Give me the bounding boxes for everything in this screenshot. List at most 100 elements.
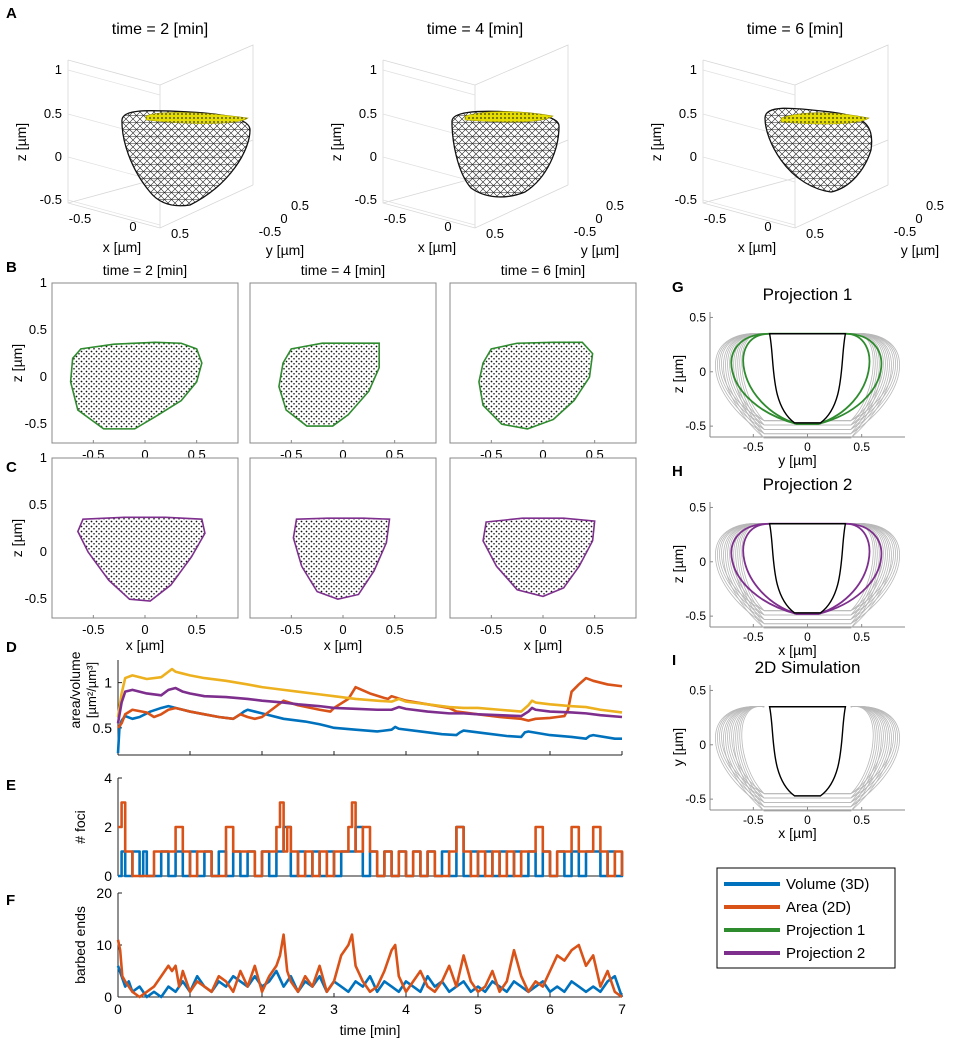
panel-e: # foci 4 2 0 xyxy=(72,770,624,884)
ghi-y-tick: 0 xyxy=(699,738,706,752)
bc-y-tick: 0 xyxy=(40,544,47,559)
bc-y-tick: 1 xyxy=(40,450,47,465)
ghi-xlabel: y [µm] xyxy=(778,452,816,468)
panel-letter-c: C xyxy=(6,459,17,476)
bc-title: time = 6 [min] xyxy=(501,262,585,278)
panel-letter-i: I xyxy=(672,652,676,669)
a-box-grid xyxy=(67,44,254,229)
ghi-y-tick: 0.5 xyxy=(689,310,706,324)
a-z-tick: 1 xyxy=(55,62,62,77)
legend: Volume (3D) Area (2D) Projection 1 Projecti… xyxy=(716,867,896,969)
bc-y-tick: -0.5 xyxy=(25,591,47,606)
a-mesh-cap xyxy=(464,111,554,123)
bc-title: time = 2 [min] xyxy=(103,262,187,278)
ghi-y-tick: 0 xyxy=(699,365,706,379)
a-x-tick: 0 xyxy=(444,219,451,234)
legend-label: Area (2D) xyxy=(786,899,851,916)
ts-series-volume-3d- xyxy=(116,704,622,754)
ghi-x-tick: 0 xyxy=(804,630,811,644)
legend-label: Projection 1 xyxy=(786,922,865,939)
ts-y-tick: 4 xyxy=(104,770,112,786)
ghi-envelope xyxy=(723,523,892,629)
ghi-projection-outline xyxy=(730,522,883,615)
ghi-envelope xyxy=(715,706,900,808)
ghi-envelope xyxy=(719,523,896,616)
bc-y-tick: 0.5 xyxy=(29,497,47,512)
ghi-xlabel: x [µm] xyxy=(778,825,816,841)
a-x-tick: 0 xyxy=(764,219,771,234)
bc-x-tick: 0 xyxy=(539,447,546,462)
bc-x-tick: 0.5 xyxy=(188,622,206,637)
a-x-tick: 0 xyxy=(129,219,136,234)
a-y-tick: 0.5 xyxy=(926,198,944,213)
a-ylabel: y [µm] xyxy=(901,242,939,258)
ghi-x-tick: -0.5 xyxy=(743,630,764,644)
a-z-tick: 0 xyxy=(690,149,697,164)
bc-outline xyxy=(69,341,203,430)
ghi-envelope xyxy=(715,333,900,435)
ts-y-tick: 2 xyxy=(104,819,112,835)
ts-series-area-2d- xyxy=(116,676,623,729)
panel-d: area/volume [µm²/µm³] 1 0.5 xyxy=(67,651,623,756)
a-z-tick: -0.5 xyxy=(675,192,697,207)
a-zlabel: z [µm] xyxy=(648,123,664,161)
ghi-plot-3: 2D Simulation 0.5 0 -0.5 -0.5 0 0.5 x [µm] y [µm… xyxy=(670,658,905,841)
ghi-plot-2: Projection 2 0.5 0 -0.5 -0.5 0 0.5 x [µm] z [µm] xyxy=(670,475,905,658)
ghi-y-tick: -0.5 xyxy=(685,609,706,623)
ts-y-tick: 0 xyxy=(104,989,112,1005)
bc-outline xyxy=(478,341,594,430)
ghi-envelope xyxy=(723,706,892,812)
a-grid-line xyxy=(382,199,476,226)
a-zlabel: z [µm] xyxy=(328,123,344,161)
a-ylabel: y [µm] xyxy=(581,242,619,258)
ghi-envelope xyxy=(717,333,898,430)
a-box-grid xyxy=(702,44,889,229)
a-grid-line xyxy=(67,199,161,226)
a-y-tick: -0.5 xyxy=(259,224,281,239)
bc-x-tick: 0 xyxy=(141,447,148,462)
a-grid-line xyxy=(702,69,796,96)
bc-x-tick: 0 xyxy=(539,622,546,637)
a-y-tick: 0 xyxy=(595,211,602,226)
f-ylabel: barbed ends xyxy=(72,906,88,984)
a-y-tick: -0.5 xyxy=(894,224,916,239)
ghi-x-tick: -0.5 xyxy=(743,813,764,827)
panelB-plot-1: time = 2 [min]-0.500.5y [µm]10.50-0.5z [… xyxy=(9,262,239,478)
a-title: time = 2 [min] xyxy=(112,21,208,38)
ghi-xlabel: x [µm] xyxy=(778,642,816,658)
bc-x-tick: 0 xyxy=(339,447,346,462)
panel-c: -0.5 0 0.5 x [µm] 1 0.5 0 -0.5 z [µm] -0.5 0 0.5 x [… xyxy=(9,450,637,653)
a-z-tick: 0.5 xyxy=(679,106,697,121)
panel-letter-e: E xyxy=(6,777,16,794)
bc-x-tick: -0.5 xyxy=(82,622,104,637)
panel-letter-b: B xyxy=(6,259,17,276)
panel-letter-f: F xyxy=(6,892,15,909)
ghi-cell-outline xyxy=(768,706,847,797)
a-grid-line xyxy=(67,69,161,96)
a-z-tick: 0 xyxy=(370,149,377,164)
ts-x-tick: 4 xyxy=(402,1001,410,1017)
ghi-x-tick: 0.5 xyxy=(853,440,870,454)
bc-xlabel: x [µm] xyxy=(324,637,362,653)
ghi-y-tick: -0.5 xyxy=(685,792,706,806)
panel-letter-d: D xyxy=(6,639,17,656)
ts-series-projection-1 xyxy=(116,667,623,718)
ts-x-tick: 6 xyxy=(546,1001,554,1017)
a-y-tick: 0.5 xyxy=(291,198,309,213)
ghi-cell-outline xyxy=(768,333,847,424)
bc-outline xyxy=(292,517,391,601)
bc-ylabel: z [µm] xyxy=(9,344,25,382)
e-ylabel: # foci xyxy=(72,810,88,843)
a-mesh-body xyxy=(121,109,251,207)
f-xlabel: time [min] xyxy=(340,1022,401,1038)
a-y-tick: 0.5 xyxy=(606,198,624,213)
ghi-x-tick: 0 xyxy=(804,813,811,827)
ghi-title: Projection 1 xyxy=(763,285,853,304)
bc-x-tick: -0.5 xyxy=(280,622,302,637)
ghi-envelope xyxy=(723,333,892,439)
